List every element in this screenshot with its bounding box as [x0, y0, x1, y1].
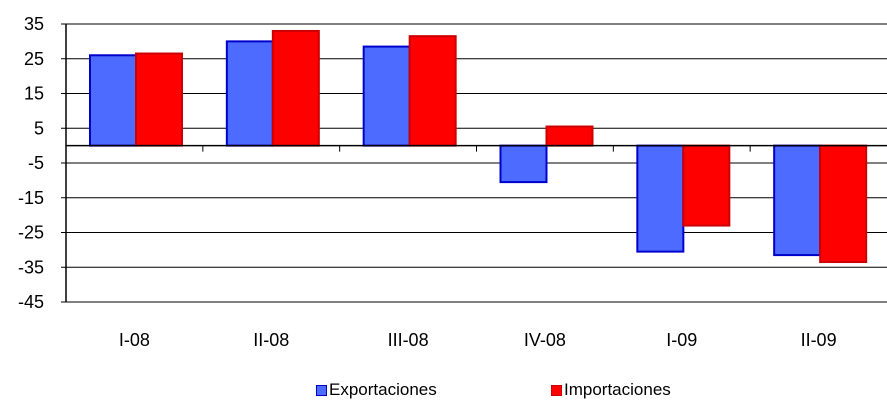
x-tick-label: IV-08: [524, 330, 566, 350]
legend-item-importaciones: Importaciones: [551, 380, 671, 400]
bar-exportaciones-ii-09: [773, 144, 822, 257]
y-tick-label: -45: [18, 292, 44, 312]
legend-item-exportaciones: Exportaciones: [316, 380, 437, 400]
bar-importaciones-i-08: [135, 52, 183, 147]
bar-importaciones-ii-08: [271, 29, 320, 147]
gridlines: [66, 23, 887, 303]
legend-label-importaciones: Importaciones: [564, 380, 671, 399]
x-tick-label: II-08: [253, 330, 289, 350]
x-tick-label: III-08: [388, 330, 429, 350]
axes: [61, 23, 887, 303]
bars: [89, 29, 868, 264]
y-tick-label: 5: [34, 118, 44, 138]
bar-exportaciones-ii-08: [225, 40, 274, 147]
bar-exportaciones-i-09: [636, 144, 685, 253]
y-tick-label: -5: [28, 153, 44, 173]
x-axis-tick-labels: I-08 II-08 III-08 IV-08 I-09 II-09: [119, 330, 837, 350]
bar-importaciones-iv-08: [545, 125, 594, 147]
bar-exportaciones-iv-08: [499, 144, 548, 184]
bar-exportaciones-i-08: [89, 54, 137, 147]
y-tick-label: 25: [24, 49, 44, 69]
legend-swatch-importaciones: [551, 384, 562, 396]
legend-label-exportaciones: Exportaciones: [329, 380, 437, 399]
bar-chart: 35 25 15 5 -5 -15 -25 -35 -45 I-08 II-08 III-08 IV-…: [18, 14, 887, 350]
legend: Exportaciones Importaciones: [0, 380, 887, 401]
bar-exportaciones-iii-08: [362, 45, 411, 147]
y-tick-label: -15: [18, 188, 44, 208]
y-tick-label: 35: [24, 14, 44, 34]
x-tick-label: II-09: [801, 330, 837, 350]
bar-importaciones-i-09: [682, 144, 731, 227]
y-tick-label: -25: [18, 223, 44, 243]
y-tick-label: -35: [18, 257, 44, 277]
bar-importaciones-ii-09: [819, 144, 868, 264]
x-tick-label: I-09: [666, 330, 697, 350]
y-tick-label: 15: [24, 84, 44, 104]
y-axis-tick-labels: 35 25 15 5 -5 -15 -25 -35 -45: [18, 14, 44, 312]
x-tick-label: I-08: [119, 330, 150, 350]
legend-swatch-exportaciones: [316, 384, 327, 396]
bar-importaciones-iii-08: [408, 35, 457, 147]
